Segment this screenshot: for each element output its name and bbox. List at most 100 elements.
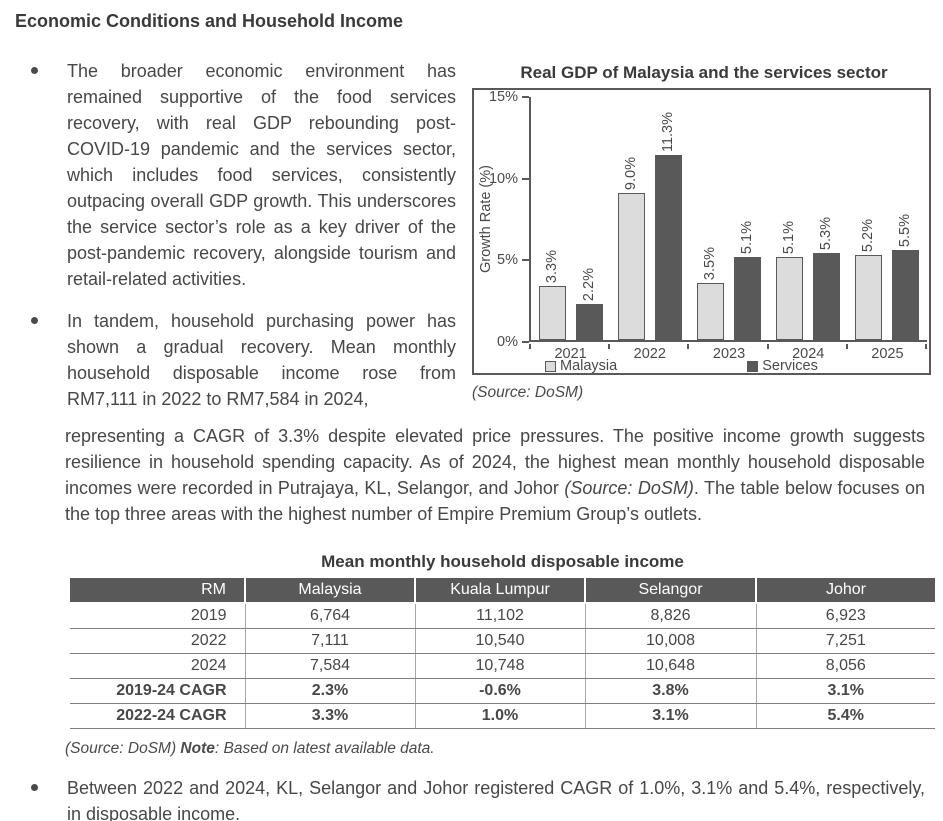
column-header-johor: Johor: [755, 578, 935, 604]
table-cell: 10,648: [584, 653, 756, 679]
bar-rect: [697, 282, 724, 340]
paragraph-text-2: . The table below focuses on the top thr…: [65, 478, 925, 524]
bar-value-label: 3.5%: [702, 246, 718, 280]
bar-value-label: 5.1%: [781, 220, 798, 254]
note-label: Note: [180, 739, 215, 757]
table-cell: 5.4%: [755, 703, 935, 729]
bar-rect: [538, 286, 566, 340]
chart-yaxis: 0% 5% 10% 15%: [474, 89, 529, 350]
table-cell: 3.3%: [244, 703, 415, 729]
table-header: RM Malaysia Kuala Lumpur Selangor Johor: [70, 578, 935, 604]
row-label: 2022-24 CAGR: [70, 703, 245, 729]
table-cell: 2.3%: [244, 678, 415, 704]
inline-source: (Source: DoSM): [564, 478, 694, 498]
x-tick: [848, 344, 928, 349]
column-header-selangor: Selangor: [584, 578, 756, 604]
bar-value-label: 11.3%: [659, 112, 676, 153]
table-cell: 6,764: [244, 603, 415, 629]
bar-rect: [892, 250, 920, 340]
bar-value-label: 9.0%: [622, 156, 639, 190]
y-tick-label: 0%: [497, 334, 518, 350]
row-label: 2022: [70, 628, 245, 654]
table-cell: 3.8%: [584, 678, 756, 704]
table-row-2019-24-cagr: 2019-24 CAGR 2.3% -0.6% 3.8% 3.1%: [70, 678, 935, 704]
x-label-2024: 2024: [792, 346, 825, 362]
bar-value-label: 5.2%: [860, 219, 877, 253]
bar-group-2021: 3.3% 2.2%: [531, 97, 610, 340]
legend-item-malaysia: Malaysia: [545, 359, 617, 373]
chart-column: Real GDP of Malaysia and the services se…: [472, 58, 936, 412]
income-table: RM Malaysia Kuala Lumpur Selangor Johor 2019…: [70, 578, 935, 729]
chart-plot: 3.3% 2.2% 9.0% 11.3% 3.5% 5.1% 5.1% 5.3% 5.2% 5.5…: [529, 97, 927, 342]
legend-item-services: Services: [747, 359, 818, 373]
x-label-2025: 2025: [871, 346, 904, 362]
bar-services-2022: 11.3%: [654, 112, 682, 340]
column-header-rm: RM: [70, 578, 245, 604]
table-cell: -0.6%: [414, 678, 585, 704]
table-cell: 11,102: [414, 603, 585, 629]
y-tick-mark: [522, 341, 529, 343]
y-tick-mark: [522, 96, 529, 98]
bullet-marker: [31, 67, 38, 74]
bar-rect: [813, 253, 841, 340]
bar-services-2023: 5.1%: [734, 221, 761, 340]
table-row-2022: 2022 7,111 10,540 10,008 7,251: [70, 628, 935, 654]
y-tick-label: 5%: [497, 252, 518, 269]
bullet-item-cagr: Between 2022 and 2024, KL, Selangor and …: [15, 775, 936, 821]
table-cell: 3.1%: [755, 678, 935, 704]
chart-title: Real GDP of Malaysia and the services se…: [520, 63, 888, 82]
table-row-2024: 2024 7,584 10,748 10,648 8,056: [70, 653, 935, 679]
continuation-paragraph: representing a CAGR of 3.3% despite elev…: [65, 423, 925, 544]
x-label-2023: 2023: [712, 346, 746, 362]
note-text: : Based on latest available data.: [214, 739, 435, 757]
chart-legend: Malaysia Services: [531, 359, 927, 373]
bullet-text-cagr: Between 2022 and 2024, KL, Selangor and …: [67, 777, 925, 821]
bullet-text-income: In tandem, household purchasing power ha…: [67, 311, 456, 409]
column-header-malaysia: Malaysia: [244, 578, 415, 604]
x-tick: [610, 344, 690, 349]
bar-services-2024: 5.3%: [813, 217, 841, 340]
bar-services-2025: 5.5%: [892, 214, 920, 340]
income-table-section: Mean monthly household disposable income…: [15, 552, 936, 758]
table-cell: 3.1%: [584, 703, 756, 729]
row-label: 2019: [70, 603, 245, 629]
bullet-item-income: In tandem, household purchasing power ha…: [15, 308, 460, 412]
bar-malaysia-2022: 9.0%: [617, 156, 645, 340]
chart-xlabels: 2021 2022 2023 2024 2025: [531, 347, 927, 362]
chart-source: (Source: DoSM): [472, 384, 584, 401]
row-label: 2019-24 CAGR: [70, 678, 245, 704]
bar-rect: [654, 155, 682, 340]
table-cell: 6,923: [755, 603, 935, 629]
x-tick: [689, 344, 769, 349]
table-cell: 10,748: [414, 653, 585, 679]
paragraph-text-1: representing a CAGR of 3.3% despite elev…: [65, 426, 925, 498]
table-note: (Source: DoSM) Note: Based on latest ava…: [65, 739, 936, 758]
table-body: 2019 6,764 11,102 8,826 6,923 2022 7,111 10,540…: [70, 603, 935, 729]
two-column-section: The broader economic environment has rem…: [15, 58, 936, 412]
table-title: Mean monthly household disposable income: [321, 552, 684, 571]
x-tick: [769, 344, 848, 349]
table-row-2022-24-cagr: 2022-24 CAGR 3.3% 1.0% 3.1% 5.4%: [70, 703, 935, 729]
gdp-bar-chart: Growth Rate (%) 0% 5% 10% 15% 3.3% 2.2% 9.0% 1…: [472, 88, 931, 375]
bar-rect: [734, 256, 761, 340]
legend-swatch-services: [747, 360, 759, 372]
bullet-text-economy: The broader economic environment has rem…: [67, 61, 456, 289]
bar-group-2023: 3.5% 5.1%: [689, 97, 768, 340]
chart-xticks: [529, 344, 928, 349]
bar-value-label: 3.3%: [543, 250, 560, 284]
bullet-item-economy: The broader economic environment has rem…: [15, 58, 460, 308]
table-cell: 7,111: [244, 628, 415, 654]
bar-malaysia-2023: 3.5%: [697, 247, 724, 340]
y-tick-label: 10%: [488, 170, 518, 187]
table-cell: 1.0%: [414, 703, 585, 729]
table-cell: 10,540: [414, 628, 585, 654]
table-cell: 8,826: [584, 603, 756, 629]
y-tick-mark: [522, 177, 529, 180]
table-cell: 7,584: [244, 653, 415, 679]
bar-value-label: 5.3%: [818, 217, 835, 251]
legend-label: Malaysia: [560, 358, 618, 374]
column-header-kuala-lumpur: Kuala Lumpur: [414, 578, 585, 604]
bar-rect: [617, 193, 645, 340]
bar-value-label: 5.5%: [897, 214, 914, 248]
